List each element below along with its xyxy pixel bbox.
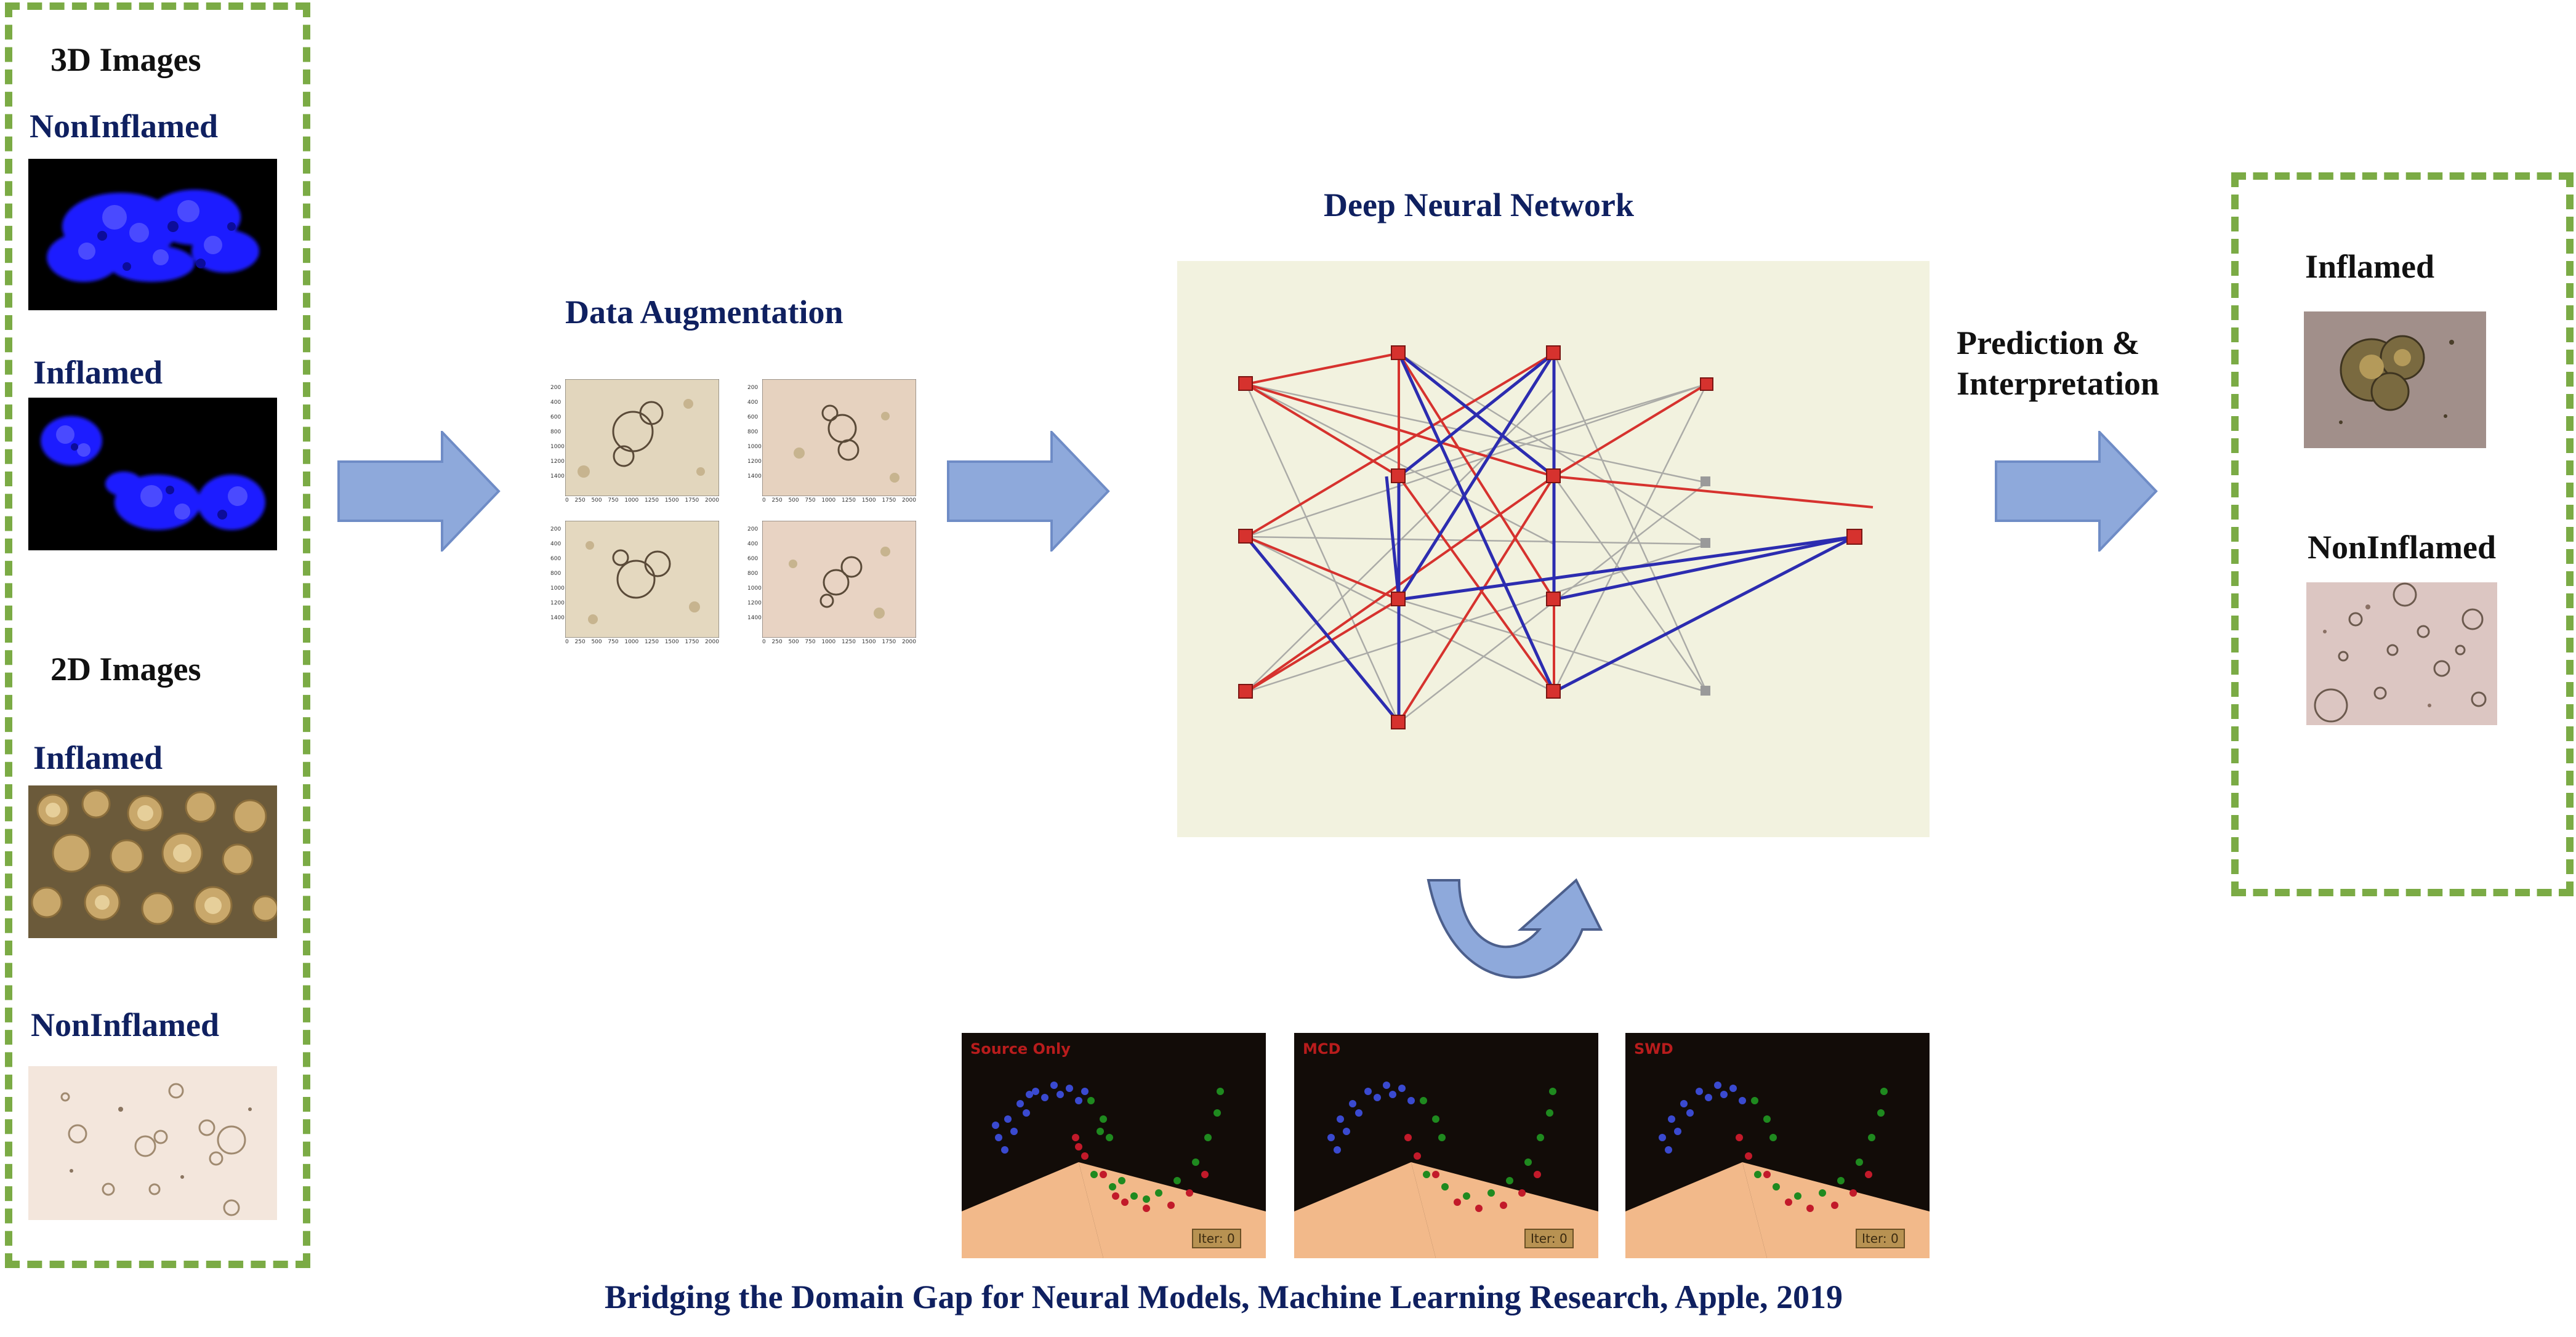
image-3d-noninflamed (28, 159, 277, 310)
prediction-title-line1: Prediction & (1957, 324, 2140, 361)
right-output-panel (2231, 172, 2574, 896)
image-output-inflamed (2304, 311, 2486, 448)
domain-panel-swd: SWD Iter: 0 (1625, 1033, 1930, 1258)
augmentation-title: Data Augmentation (565, 294, 843, 331)
feedback-loop-arrow-icon (1427, 878, 1603, 979)
label-output-noninflamed: NonInflamed (2308, 529, 2497, 566)
image-2d-inflamed (28, 785, 277, 938)
image-3d-inflamed (28, 398, 277, 550)
domain-panel-title: SWD (1634, 1040, 1673, 1058)
arrow-to-network-icon (947, 431, 1110, 552)
augmentation-grid: 200 400 600 800 1000 1200 1400 0 250 500 750 … (536, 375, 917, 652)
label-3d-noninflamed: NonInflamed (30, 108, 219, 145)
domain-panel-title: Source Only (970, 1040, 1071, 1058)
network-diagram (1177, 261, 1930, 837)
label-2d-noninflamed: NonInflamed (31, 1006, 220, 1043)
domain-panel-title: MCD (1303, 1040, 1341, 1058)
heading-3d-images: 3D Images (50, 41, 201, 78)
image-2d-noninflamed (28, 1066, 277, 1220)
arrow-to-augmentation-icon (337, 431, 501, 552)
label-2d-inflamed: Inflamed (33, 739, 163, 776)
augmented-tile: 200 400 600 800 1000 1200 1400 0 250 500 750 … (536, 375, 720, 508)
heading-2d-images: 2D Images (50, 651, 201, 688)
iteration-badge: Iter: 0 (1192, 1229, 1241, 1248)
citation-caption: Bridging the Domain Gap for Neural Model… (605, 1279, 1843, 1315)
domain-panel-source-only: Source Only Iter: 0 (962, 1033, 1266, 1258)
label-output-inflamed: Inflamed (2305, 248, 2435, 285)
prediction-title-line2: Interpretation (1957, 365, 2159, 402)
augmented-tile: 200 400 600 800 1000 1200 1400 0 250 500 750 … (536, 517, 720, 649)
augmented-tile: 200 400 600 800 1000 1200 1400 0 250 500 750 … (733, 375, 917, 508)
label-3d-inflamed: Inflamed (33, 354, 163, 391)
left-input-panel (5, 2, 310, 1268)
augmented-tile: 200 400 600 800 1000 1200 1400 0 250 500 750 … (733, 517, 917, 649)
network-title: Deep Neural Network (1324, 187, 1634, 223)
image-output-noninflamed (2306, 582, 2497, 725)
domain-panel-mcd: MCD Iter: 0 (1294, 1033, 1598, 1258)
iteration-badge: Iter: 0 (1856, 1229, 1905, 1248)
iteration-badge: Iter: 0 (1524, 1229, 1574, 1248)
arrow-to-prediction-icon (1995, 431, 2158, 552)
